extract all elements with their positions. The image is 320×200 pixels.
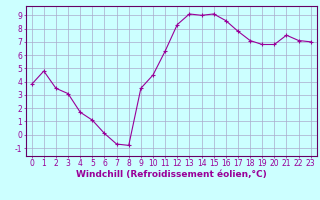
X-axis label: Windchill (Refroidissement éolien,°C): Windchill (Refroidissement éolien,°C) bbox=[76, 170, 267, 179]
